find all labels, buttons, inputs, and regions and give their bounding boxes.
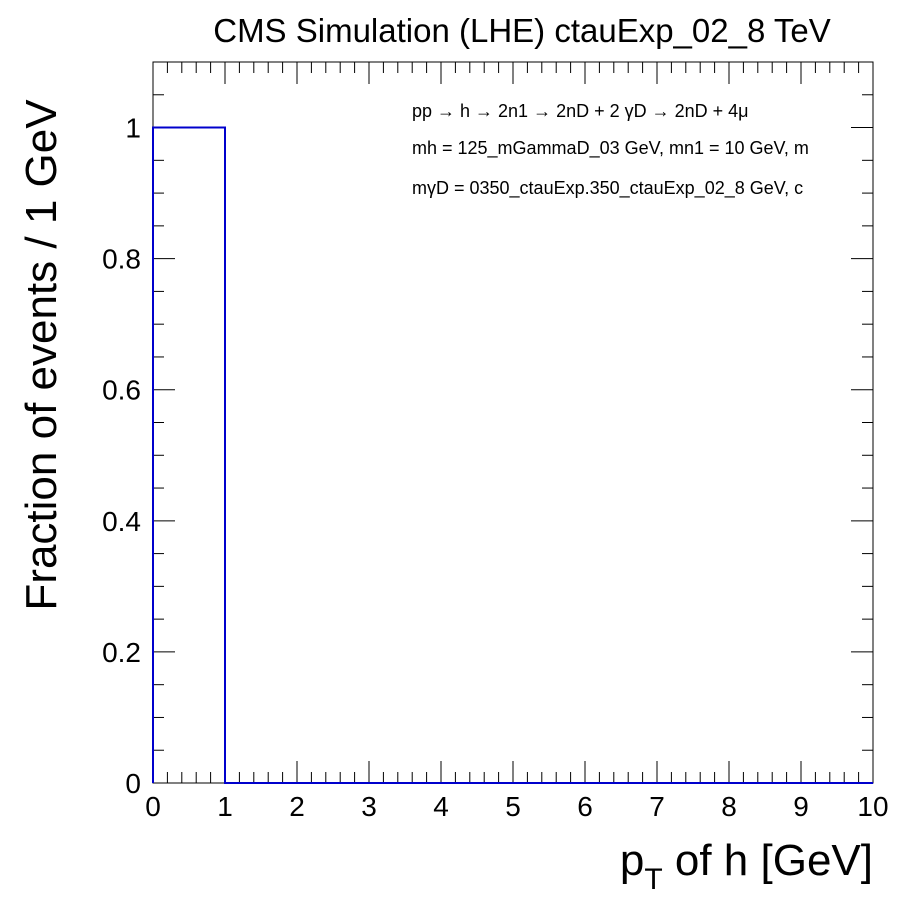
x-tick-label: 3	[361, 791, 377, 822]
x-tick-label: 4	[433, 791, 449, 822]
plot-frame	[152, 61, 874, 784]
y-tick-labels: 0 0.2 0.4 0.6 0.8 1	[102, 113, 141, 799]
x-tick-labels: 0 1 2 3 4 5 6 7 8 9 10	[145, 791, 888, 822]
x-tick-label: 2	[289, 791, 305, 822]
series-layer	[152, 126, 873, 784]
y-axis-label: Fraction of events / 1 GeV	[17, 99, 66, 611]
x-tick-label: 5	[505, 791, 521, 822]
annotation-line-3: mγD = 0350_ctauExp.350_ctauExp_02_8 GeV,…	[412, 178, 803, 199]
histogram-outline	[152, 126, 873, 784]
x-axis-label-sub: T	[644, 863, 662, 896]
axis-ticks	[152, 61, 874, 784]
x-tick-label: 6	[577, 791, 593, 822]
y-tick-label: 1	[125, 113, 141, 144]
x-tick-label: 8	[721, 791, 737, 822]
x-axis-label-main: p	[620, 836, 644, 885]
y-tick-label: 0	[125, 768, 141, 799]
y-tick-label: 0.8	[102, 244, 141, 275]
x-tick-label: 0	[145, 791, 161, 822]
x-tick-label: 9	[793, 791, 809, 822]
y-tick-label: 0.6	[102, 375, 141, 406]
x-tick-label: 7	[649, 791, 665, 822]
x-tick-label: 10	[857, 791, 888, 822]
annotation-line-2: mh = 125_mGammaD_03 GeV, mn1 = 10 GeV, m	[412, 138, 809, 159]
y-tick-label: 0.4	[102, 506, 141, 537]
annotation-line-1: pp → h → 2n1 → 2nD + 2 γD → 2nD + 4μ	[412, 101, 749, 121]
x-tick-label: 1	[217, 791, 233, 822]
x-axis-label-rest: of h [GeV]	[663, 836, 873, 885]
y-tick-label: 0.2	[102, 637, 141, 668]
x-axis-label: pT of h [GeV]	[620, 836, 873, 896]
chart-title: CMS Simulation (LHE) ctauExp_02_8 TeV	[213, 12, 831, 49]
